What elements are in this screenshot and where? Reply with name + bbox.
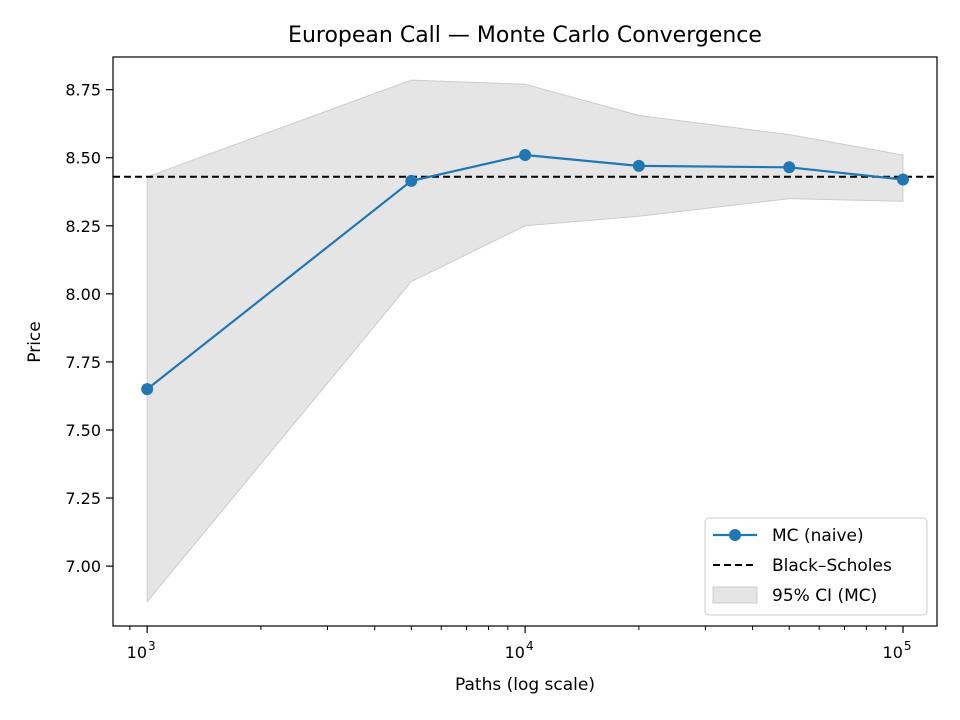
mc-naive-point (141, 383, 154, 396)
mc-naive-point (405, 174, 418, 187)
legend-label: 95% CI (MC) (772, 586, 877, 606)
x-axis: 103 104 105 (127, 626, 912, 662)
x-axis-label: Paths (log scale) (455, 675, 595, 695)
x-tick-exponent: 4 (526, 639, 534, 653)
legend-box (704, 517, 928, 616)
y-tick-label: 7.75 (65, 353, 101, 372)
mc-naive-point (632, 159, 645, 172)
y-tick-label: 8.75 (65, 81, 101, 100)
x-tick-exponent: 5 (904, 639, 912, 653)
mc-naive-point (519, 149, 532, 162)
x-tick-label: 103 (127, 639, 156, 662)
y-tick-label: 8.25 (65, 217, 101, 236)
legend-label: MC (naive) (772, 526, 864, 546)
legend-label: Black–Scholes (772, 556, 892, 576)
ci-band-layer (146, 79, 904, 603)
chart-title: European Call — Monte Carlo Convergence (288, 23, 762, 48)
y-tick-label: 7.25 (65, 489, 101, 508)
y-tick-label: 8.00 (65, 285, 101, 304)
legend-mc-marker (729, 529, 741, 541)
x-tick-exponent: 3 (148, 639, 156, 653)
mc-naive-point (897, 173, 910, 186)
y-tick-label: 7.50 (65, 421, 101, 440)
y-axis-label: Price (25, 321, 45, 362)
x-tick-label: 105 (883, 639, 912, 662)
y-tick-label: 8.50 (65, 149, 101, 168)
x-tick-label: 104 (505, 639, 534, 662)
legend: MC (naive) Black–Scholes 95% CI (MC) (704, 517, 928, 616)
mc-naive-point (783, 161, 796, 174)
legend-ci-swatch (712, 586, 758, 604)
ci-band (146, 79, 904, 603)
y-axis: 7.00 7.25 7.50 7.75 8.00 8.25 8.50 8.75 (65, 81, 113, 576)
y-tick-label: 7.00 (65, 557, 101, 576)
mc-naive-line (146, 153, 904, 390)
series-layer (141, 149, 910, 396)
